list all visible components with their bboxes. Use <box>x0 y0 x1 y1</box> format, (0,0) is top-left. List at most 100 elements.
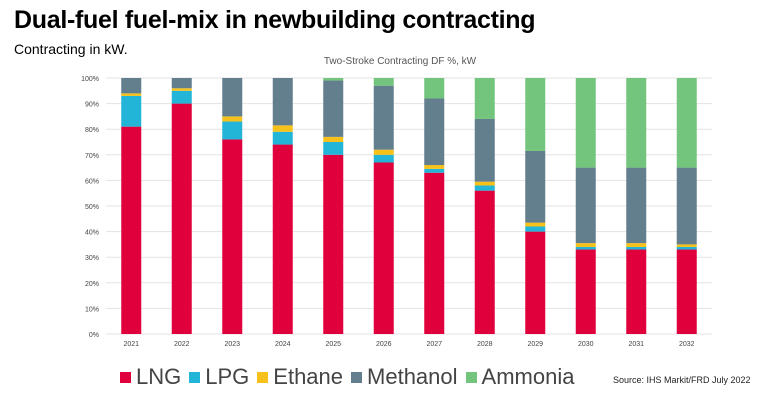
bar-segment-ethane-2027 <box>424 165 445 169</box>
page-title: Dual-fuel fuel-mix in newbuilding contra… <box>14 6 536 34</box>
x-tick-label: 2026 <box>376 341 392 348</box>
bar-segment-ammonia-2026 <box>373 78 394 86</box>
legend-label: Ethane <box>273 364 344 389</box>
bar-segment-lpg-2028 <box>474 185 495 191</box>
bar-segment-ammonia-2031 <box>626 78 647 168</box>
bar-segment-lpg-2032 <box>676 246 697 250</box>
bar-segment-lpg-2021 <box>121 95 142 127</box>
legend-label: LPG <box>205 364 250 389</box>
bar-segment-methanol-2025 <box>323 80 344 137</box>
bar-segment-ethane-2026 <box>373 149 394 155</box>
y-tick-label: 30% <box>85 255 99 262</box>
bar-segment-lpg-2027 <box>424 168 445 173</box>
legend-label: Ammonia <box>481 364 575 389</box>
bar-segment-lng-2023 <box>222 139 243 334</box>
legend-swatch <box>257 371 269 383</box>
bar-segment-lpg-2025 <box>323 142 344 155</box>
legend-swatch <box>351 371 363 383</box>
chart-legend: LNG LPG Ethane Methanol Ammonia <box>120 364 582 390</box>
y-tick-label: 100% <box>81 76 99 83</box>
bar-segment-lpg-2030 <box>575 246 596 250</box>
y-tick-label: 10% <box>85 306 99 313</box>
legend-item-lpg: LPG <box>189 364 249 390</box>
bar-segment-lpg-2023 <box>222 121 243 140</box>
bar-segment-ammonia-2027 <box>424 78 445 99</box>
y-tick-label: 40% <box>85 230 99 237</box>
bar-segment-methanol-2027 <box>424 98 445 166</box>
x-tick-label: 2021 <box>123 341 139 348</box>
bar-segment-ethane-2029 <box>525 222 546 227</box>
legend-item-lng: LNG <box>120 364 181 390</box>
bar-segment-lng-2030 <box>575 249 596 334</box>
y-tick-label: 20% <box>85 281 99 288</box>
legend-label: Methanol <box>367 364 458 389</box>
x-tick-label: 2029 <box>527 341 543 348</box>
bar-segment-lpg-2022 <box>171 90 192 104</box>
bar-segment-ethane-2024 <box>272 125 293 132</box>
legend-label: LNG <box>136 364 182 389</box>
bar-segment-lpg-2026 <box>373 154 394 163</box>
y-tick-label: 60% <box>85 178 99 185</box>
bar-segment-ammonia-2029 <box>525 78 546 151</box>
bar-segment-ethane-2021 <box>121 93 142 96</box>
x-tick-label: 2024 <box>275 341 291 348</box>
bar-segment-lng-2025 <box>323 154 344 334</box>
legend-swatch <box>465 371 477 383</box>
y-tick-label: 50% <box>85 204 99 211</box>
bar-segment-lng-2029 <box>525 231 546 334</box>
x-tick-label: 2022 <box>174 341 190 348</box>
chart-title: Two-Stroke Contracting DF %, kW <box>323 56 477 67</box>
bar-segment-methanol-2030 <box>575 167 596 244</box>
bar-segment-ethane-2032 <box>676 244 697 247</box>
page-subtitle: Contracting in kW. <box>14 41 128 57</box>
bar-segment-methanol-2023 <box>222 78 243 117</box>
bar-segment-ethane-2023 <box>222 116 243 122</box>
legend-swatch <box>189 371 201 383</box>
bar-segment-lng-2021 <box>121 126 142 334</box>
y-tick-label: 90% <box>85 102 99 109</box>
bar-segment-methanol-2029 <box>525 150 546 223</box>
legend-swatch <box>120 371 131 383</box>
source-note: Source: IHS Markit/FRD July 2022 <box>613 375 751 385</box>
bar-segment-methanol-2031 <box>626 167 647 244</box>
bar-segment-ethane-2030 <box>575 243 596 247</box>
bar-segment-ammonia-2032 <box>676 78 697 168</box>
bar-segment-ethane-2025 <box>323 136 344 142</box>
bar-segment-ethane-2022 <box>171 88 192 91</box>
x-tick-label: 2027 <box>426 341 442 348</box>
y-tick-label: 80% <box>85 127 99 134</box>
bar-segment-lng-2022 <box>171 103 192 334</box>
bar-segment-lng-2027 <box>424 172 445 334</box>
bar-segment-ammonia-2028 <box>474 78 495 119</box>
bar-segment-ammonia-2025 <box>323 78 344 81</box>
bar-segment-lpg-2024 <box>272 131 293 145</box>
x-tick-label: 2023 <box>224 341 240 348</box>
bar-segment-methanol-2024 <box>272 78 293 126</box>
x-tick-label: 2030 <box>578 341 594 348</box>
bar-segment-ammonia-2030 <box>575 78 596 168</box>
bar-segment-methanol-2032 <box>676 167 697 245</box>
legend-item-ethane: Ethane <box>257 364 343 390</box>
bar-segment-methanol-2026 <box>373 85 394 150</box>
bar-segment-lng-2032 <box>676 249 697 334</box>
x-tick-label: 2032 <box>679 341 695 348</box>
y-tick-label: 0% <box>89 332 99 339</box>
bar-segment-lpg-2029 <box>525 226 546 232</box>
x-tick-label: 2025 <box>325 341 341 348</box>
y-tick-label: 70% <box>85 153 99 160</box>
bar-segment-lng-2031 <box>626 249 647 334</box>
bar-segment-lpg-2031 <box>626 246 647 250</box>
bar-segment-ethane-2028 <box>474 181 495 186</box>
bar-segment-methanol-2022 <box>171 78 192 89</box>
legend-item-methanol: Methanol <box>351 364 458 390</box>
x-tick-label: 2031 <box>628 341 644 348</box>
bar-segment-methanol-2028 <box>474 118 495 182</box>
legend-item-ammonia: Ammonia <box>465 364 575 390</box>
bar-segment-lng-2028 <box>474 190 495 334</box>
x-tick-label: 2028 <box>477 341 493 348</box>
bar-segment-methanol-2021 <box>121 78 142 94</box>
bar-segment-lng-2024 <box>272 144 293 334</box>
bar-segment-lng-2026 <box>373 162 394 334</box>
bar-segment-ethane-2031 <box>626 243 647 247</box>
